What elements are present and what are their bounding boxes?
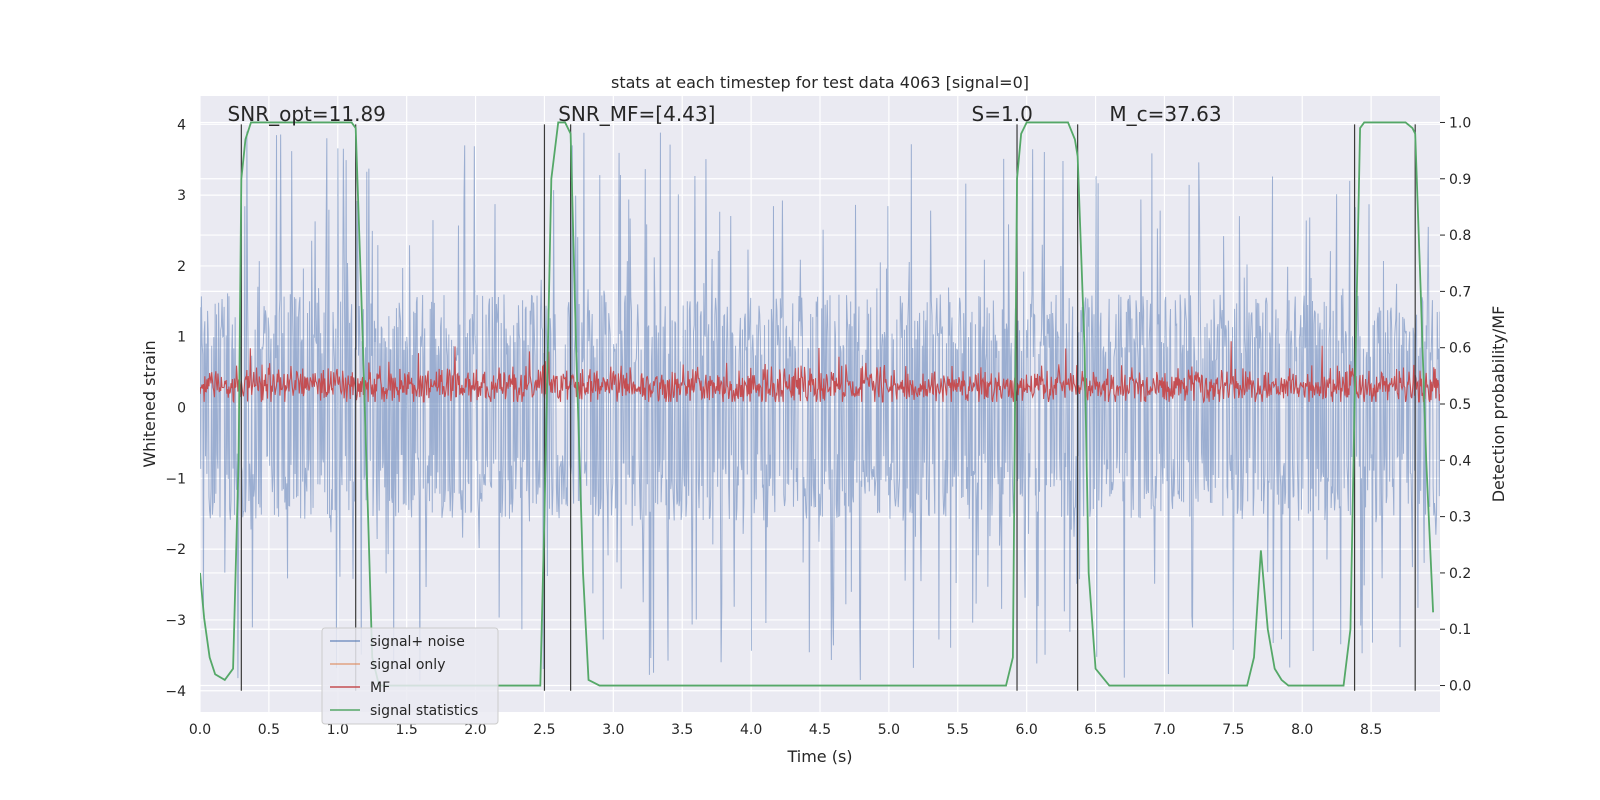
y-axis-right: 0.0 0.1 0.2 0.3 0.4 0.5 0.6 0.7 0.8 0.9 1.0: [1440, 115, 1471, 695]
x-tick-label: 7.0: [1153, 722, 1175, 738]
x-tick-label: 0.5: [258, 722, 280, 738]
annotations: SNR_opt=11.89 SNR_MF=[4.43] S=1.0 M_c=37…: [228, 102, 1222, 126]
y2-tick-label: 0.8: [1449, 228, 1471, 244]
x-tick-label: 2.0: [464, 722, 486, 738]
x-tick-label: 2.5: [533, 722, 555, 738]
legend-item: signal+ noise: [330, 634, 465, 650]
y-tick-label: 3: [177, 188, 186, 204]
y-tick-label: −2: [165, 542, 186, 558]
series-signal-noise: [200, 131, 1440, 681]
x-tick-label: 8.0: [1291, 722, 1313, 738]
legend-item: MF: [330, 680, 390, 696]
x-tick-label: 3.5: [671, 722, 693, 738]
y-tick-label: 2: [177, 259, 186, 275]
x-tick-label: 8.5: [1360, 722, 1382, 738]
y-tick-label: 0: [177, 401, 186, 417]
x-tick-label: 5.0: [878, 722, 900, 738]
legend: signal+ noise signal only MF signal stat…: [321, 627, 499, 725]
x-tick-label: 6.5: [1084, 722, 1106, 738]
annotation-s: S=1.0: [972, 102, 1033, 126]
y-axis-left: −4 −3 −2 −1 0 1 2 3 4: [165, 117, 186, 699]
x-tick-label: 0.0: [189, 722, 211, 738]
series-signal-statistics: [200, 121, 1435, 687]
y2-tick-label: 0.7: [1449, 284, 1471, 300]
y-tick-label: −4: [165, 684, 186, 700]
data-layer: [200, 121, 1440, 691]
legend-label: signal statistics: [370, 703, 478, 719]
legend-item: signal only: [330, 657, 445, 673]
annotation-snr-mf: SNR_MF=[4.43]: [558, 102, 715, 126]
y-tick-label: −3: [165, 613, 186, 629]
x-tick-label: 4.0: [740, 722, 762, 738]
y2-tick-label: 0.9: [1449, 172, 1471, 188]
mf-trace: [200, 341, 1440, 404]
x-axis: 0.0 0.5 1.0 1.5 2.0 2.5 3.0 3.5 4.0 4.5 5.0 5.5 6.0 6…: [189, 722, 1382, 738]
y2-tick-label: 0.1: [1449, 622, 1471, 638]
legend-label: signal only: [370, 657, 445, 673]
y-tick-label: −1: [165, 471, 186, 487]
y2-tick-label: 0.3: [1449, 510, 1471, 526]
y2-tick-label: 0.6: [1449, 341, 1471, 357]
x-axis-title: Time (s): [786, 747, 852, 766]
series-mf: [200, 341, 1440, 404]
y-tick-label: 1: [177, 330, 186, 346]
x-tick-label: 6.0: [1016, 722, 1038, 738]
legend-label: MF: [370, 680, 390, 696]
x-tick-label: 3.0: [602, 722, 624, 738]
x-tick-label: 1.5: [396, 722, 418, 738]
x-tick-label: 4.5: [809, 722, 831, 738]
y2-tick-label: 0.5: [1449, 397, 1471, 413]
y2-tick-label: 0.2: [1449, 566, 1471, 582]
x-tick-label: 5.5: [947, 722, 969, 738]
x-tick-label: 7.5: [1222, 722, 1244, 738]
y2-axis-title: Detection probability/MF: [1489, 306, 1508, 503]
y2-tick-label: 1.0: [1449, 115, 1471, 131]
signal-statistics-line: [200, 121, 1435, 687]
event-markers: [240, 124, 1416, 691]
chart-title: stats at each timestep for test data 406…: [611, 73, 1029, 92]
y-tick-label: 4: [177, 117, 186, 133]
annotation-mc: M_c=37.63: [1109, 102, 1221, 126]
y-axis-title: Whitened strain: [140, 340, 159, 467]
y2-tick-label: 0.0: [1449, 679, 1471, 695]
x-tick-label: 1.0: [327, 722, 349, 738]
signal-noise-trace: [200, 131, 1440, 681]
annotation-snr-opt: SNR_opt=11.89: [228, 102, 386, 126]
y2-tick-label: 0.4: [1449, 453, 1471, 469]
legend-label: signal+ noise: [370, 634, 465, 650]
legend-box: [321, 627, 499, 725]
legend-item: signal statistics: [330, 703, 478, 719]
